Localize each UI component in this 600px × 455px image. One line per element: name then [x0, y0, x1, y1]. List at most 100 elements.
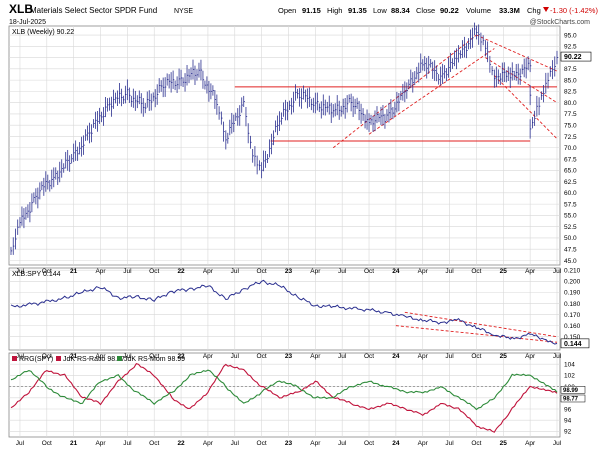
rrg-mom-last-box	[560, 386, 586, 394]
y-tick-label: 47.5	[564, 247, 577, 254]
x-tick-label: 24	[392, 353, 400, 360]
y-tick-label: 85.0	[564, 77, 577, 84]
x-tick-label: Apr	[310, 353, 321, 360]
y-tick-label: 104	[564, 362, 575, 369]
x-tick-label: 22	[177, 268, 185, 275]
watermark: @StockCharts.com	[530, 19, 591, 26]
x-tick-label: 23	[285, 268, 293, 275]
down-arrow-icon	[543, 7, 549, 12]
x-tick-label: Apr	[525, 440, 536, 447]
svg-text:RRG(SPY): RRG(SPY)	[19, 356, 53, 363]
y-tick-label: 0.190	[564, 290, 581, 297]
y-tick-label: 102	[564, 373, 575, 380]
x-tick-label: Apr	[203, 440, 214, 447]
x-tick-label: Oct	[257, 440, 267, 447]
fund-name: Materials Select Sector SPDR Fund	[30, 6, 157, 15]
rs-last-value: 0.144	[564, 341, 582, 348]
x-tick-label: 21	[70, 268, 78, 275]
y-tick-label: 0.200	[564, 279, 581, 286]
y-tick-label: 0.150	[564, 334, 581, 341]
y-tick-label: 60.0	[564, 190, 577, 197]
x-tick-label: 23	[285, 440, 293, 447]
rrg-ratio-last-box	[560, 394, 586, 403]
y-tick-label: 0.160	[564, 323, 581, 330]
x-tick-label: Jul	[231, 440, 240, 447]
y-tick-label: 55.0	[564, 213, 577, 220]
rrg-rs-ratio-line	[10, 362, 558, 433]
x-tick-label: Oct	[471, 353, 481, 360]
price-last-value-box	[560, 51, 592, 62]
x-tick-label: Jul	[338, 353, 347, 360]
x-tick-label: Jul	[231, 268, 240, 275]
x-tick-label: 22	[177, 440, 185, 447]
svg-text:90.22: 90.22	[440, 6, 459, 15]
x-tick-label: Oct	[149, 440, 159, 447]
rrg-panel	[8, 352, 561, 438]
svg-text:91.35: 91.35	[348, 6, 367, 15]
x-tick-label: Apr	[203, 268, 214, 275]
svg-text:Close: Close	[416, 6, 435, 15]
x-tick-label: 21	[70, 353, 78, 360]
svg-text:Chg: Chg	[527, 6, 541, 15]
x-tick-label: Jul	[16, 353, 25, 360]
y-tick-label: 0.180	[564, 301, 581, 308]
rs-series-line	[10, 279, 558, 345]
x-tick-label: 22	[177, 353, 185, 360]
y-tick-label: 62.5	[564, 179, 577, 186]
price-last-value: 90.22	[564, 54, 582, 61]
x-tick-label: Oct	[257, 268, 267, 275]
x-tick-label: Apr	[418, 440, 429, 447]
chart-date: 18-Jul-2025	[9, 19, 46, 26]
x-tick-label: Apr	[95, 440, 106, 447]
y-tick-label: 92	[564, 429, 572, 436]
x-tick-label: Apr	[525, 353, 536, 360]
x-tick-label: Jul	[338, 440, 347, 447]
x-tick-label: Jul	[553, 268, 562, 275]
x-tick-label: Apr	[95, 353, 106, 360]
x-tick-label: 21	[70, 440, 78, 447]
x-tick-label: 25	[500, 268, 508, 275]
x-tick-label: Oct	[42, 440, 52, 447]
svg-text:Low: Low	[373, 6, 387, 15]
x-tick-label: Jul	[16, 440, 25, 447]
x-tick-label: Oct	[471, 440, 481, 447]
rs-panel	[8, 267, 561, 351]
rs-last-value-box	[560, 338, 590, 349]
svg-text:JdK RS-Ratio 98.77: JdK RS-Ratio 98.77	[63, 356, 125, 363]
x-tick-label: Oct	[149, 353, 159, 360]
rrg-mom-last-value: 98.99	[563, 388, 579, 394]
svg-text:33.3M: 33.3M	[499, 6, 520, 15]
x-tick-label: Apr	[418, 353, 429, 360]
x-tick-label: 25	[500, 440, 508, 447]
x-tick-label: Jul	[16, 268, 25, 275]
price-legend: XLB (Weekly) 90.22	[12, 29, 74, 36]
y-tick-label: 57.5	[564, 201, 577, 208]
y-tick-label: 45.0	[564, 258, 577, 265]
x-tick-label: Oct	[471, 268, 481, 275]
svg-text:High: High	[327, 6, 342, 15]
x-tick-label: Jul	[123, 440, 132, 447]
price-panel	[8, 25, 561, 266]
rs-legend: XLB:SPY 0.144	[12, 271, 61, 278]
x-tick-label: Jul	[445, 440, 454, 447]
y-tick-label: 96	[564, 406, 572, 413]
y-tick-label: 92.5	[564, 44, 577, 51]
y-tick-label: 72.5	[564, 134, 577, 141]
x-tick-label: Jul	[338, 268, 347, 275]
x-tick-label: Oct	[364, 353, 374, 360]
y-tick-label: 0.210	[564, 268, 581, 275]
x-tick-label: Apr	[310, 268, 321, 275]
exchange: NYSE	[174, 8, 193, 15]
rs-trendline	[404, 311, 558, 338]
x-tick-label: 24	[392, 440, 400, 447]
y-tick-label: 77.5	[564, 111, 577, 118]
trendline	[368, 48, 495, 135]
x-tick-label: 25	[500, 353, 508, 360]
x-tick-label: Apr	[95, 268, 106, 275]
x-tick-label: Jul	[553, 353, 562, 360]
svg-text:-1.30 (-1.42%): -1.30 (-1.42%)	[550, 6, 598, 15]
x-tick-label: Jul	[445, 353, 454, 360]
x-tick-label: Oct	[364, 268, 374, 275]
trendline	[485, 57, 558, 104]
